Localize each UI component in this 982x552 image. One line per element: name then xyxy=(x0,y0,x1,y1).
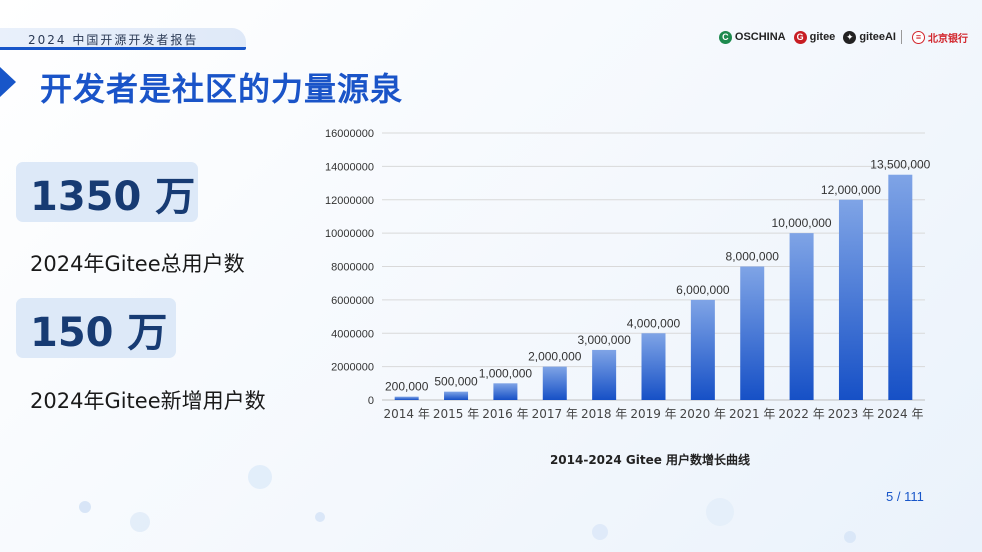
x-tick-label: 2015 年 xyxy=(433,407,479,421)
y-tick-label: 14000000 xyxy=(325,161,374,173)
gitee-ai-logo: ✦ giteeAI xyxy=(843,30,904,44)
bar-2018年 xyxy=(592,349,617,400)
bar-2021年 xyxy=(740,266,765,400)
gitee-ai-logo-text: giteeAI xyxy=(859,31,896,43)
x-tick-label: 2018 年 xyxy=(581,407,627,421)
gitee-logo-text: gitee xyxy=(809,31,836,43)
data-label: 2,000,000 xyxy=(528,350,582,364)
gitee-ai-logo-icon: ✦ xyxy=(843,30,857,44)
bar-2017年 xyxy=(542,366,567,400)
report-label-strip: 2024 中国开源开发者报告 xyxy=(0,28,246,50)
data-label: 500,000 xyxy=(434,375,478,389)
oschina-logo: C OSCHINA xyxy=(718,30,786,44)
new-users-label: 2024年Gitee新增用户数 xyxy=(30,389,266,413)
data-label: 1,000,000 xyxy=(479,366,533,380)
x-tick-label: 2021 年 xyxy=(729,407,775,421)
data-label: 6,000,000 xyxy=(676,283,730,297)
bar-2023年 xyxy=(838,199,863,400)
y-tick-label: 0 xyxy=(368,395,374,407)
new-users-value: 150 万 xyxy=(30,310,168,356)
background-decoration xyxy=(79,465,856,543)
bank-of-beijing-logo: ≡ 北京银行 xyxy=(912,30,968,45)
title-arrow-icon xyxy=(0,67,16,97)
bar-2014年 xyxy=(394,396,419,400)
bar-2020年 xyxy=(690,299,715,400)
x-tick-label: 2020 年 xyxy=(680,407,726,421)
y-tick-label: 4000000 xyxy=(331,328,374,340)
oschina-logo-icon: C xyxy=(718,30,732,44)
y-tick-label: 2000000 xyxy=(331,362,374,374)
logo-divider xyxy=(901,30,902,44)
bar-2022年 xyxy=(789,233,814,400)
x-tick-label: 2023 年 xyxy=(828,407,874,421)
data-label: 4,000,000 xyxy=(627,316,681,330)
gitee-logo-icon: G xyxy=(793,30,807,44)
chart-gridlines xyxy=(382,132,925,401)
x-axis-tick-labels: 2014 年 2015 年 2016 年 2017 年 2018 年 2019 年 2020… xyxy=(384,407,924,421)
total-users-value: 1350 万 xyxy=(30,174,196,220)
x-tick-label: 2019 年 xyxy=(630,407,676,421)
x-tick-label: 2016 年 xyxy=(482,407,528,421)
chart-title: 2014-2024 Gitee 用户数增长曲线 xyxy=(549,453,751,467)
oschina-logo-text: OSCHINA xyxy=(734,31,786,43)
data-label: 13,500,000 xyxy=(870,158,930,172)
bank-of-beijing-logo-text: 北京银行 xyxy=(928,33,968,45)
bar-2015年 xyxy=(444,391,469,400)
new-users-box: 150 万 xyxy=(16,298,176,358)
y-tick-label: 8000000 xyxy=(331,262,374,274)
page-number: 5 / 111 xyxy=(886,489,924,504)
data-label: 3,000,000 xyxy=(577,333,631,347)
data-label: 8,000,000 xyxy=(726,250,780,264)
data-label: 12,000,000 xyxy=(821,183,881,197)
x-tick-label: 2017 年 xyxy=(532,407,578,421)
y-tick-label: 12000000 xyxy=(325,195,374,207)
y-tick-label: 10000000 xyxy=(325,228,374,240)
y-axis-tick-labels: 0 2000000 4000000 6000000 8000000 10000000 120… xyxy=(325,128,374,407)
x-tick-label: 2022 年 xyxy=(778,407,824,421)
x-tick-label: 2014 年 xyxy=(384,407,430,421)
page-title: 开发者是社区的力量源泉 xyxy=(40,70,404,108)
y-tick-label: 6000000 xyxy=(331,295,374,307)
data-label: 200,000 xyxy=(385,380,429,394)
total-users-label: 2024年Gitee总用户数 xyxy=(30,252,245,276)
bar-2016年 xyxy=(493,383,518,400)
data-label: 10,000,000 xyxy=(772,216,832,230)
bank-of-beijing-logo-icon: ≡ xyxy=(912,30,925,44)
bar-2024年 xyxy=(888,174,913,400)
report-label: 2024 中国开源开发者报告 xyxy=(28,33,199,47)
chart-bars xyxy=(394,174,913,400)
gitee-logo: G gitee xyxy=(793,30,836,44)
y-tick-label: 16000000 xyxy=(325,128,374,140)
report-label-underline xyxy=(0,47,246,50)
partner-logos: C OSCHINA G gitee ✦ giteeAI ≡ 北京银行 xyxy=(718,27,968,47)
bar-2019年 xyxy=(641,333,666,400)
total-users-box: 1350 万 xyxy=(16,162,198,222)
x-tick-label: 2024 年 xyxy=(877,407,923,421)
user-growth-chart: 0 2000000 4000000 6000000 8000000 10000000 120… xyxy=(325,128,931,421)
